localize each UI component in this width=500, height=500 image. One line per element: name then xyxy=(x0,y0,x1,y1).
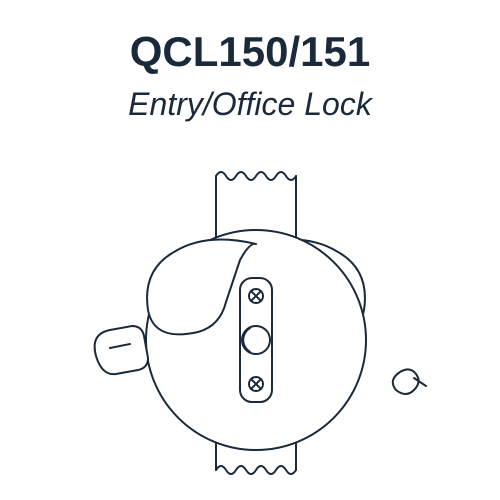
door-break-top xyxy=(216,172,296,180)
lock-illustration xyxy=(0,0,500,500)
lock-diagram: QCL150/151 Entry/Office Lock xyxy=(0,0,500,500)
key-cylinder-icon xyxy=(393,369,426,394)
thumbturn-icon xyxy=(95,326,148,374)
door-break-bottom xyxy=(216,466,296,474)
